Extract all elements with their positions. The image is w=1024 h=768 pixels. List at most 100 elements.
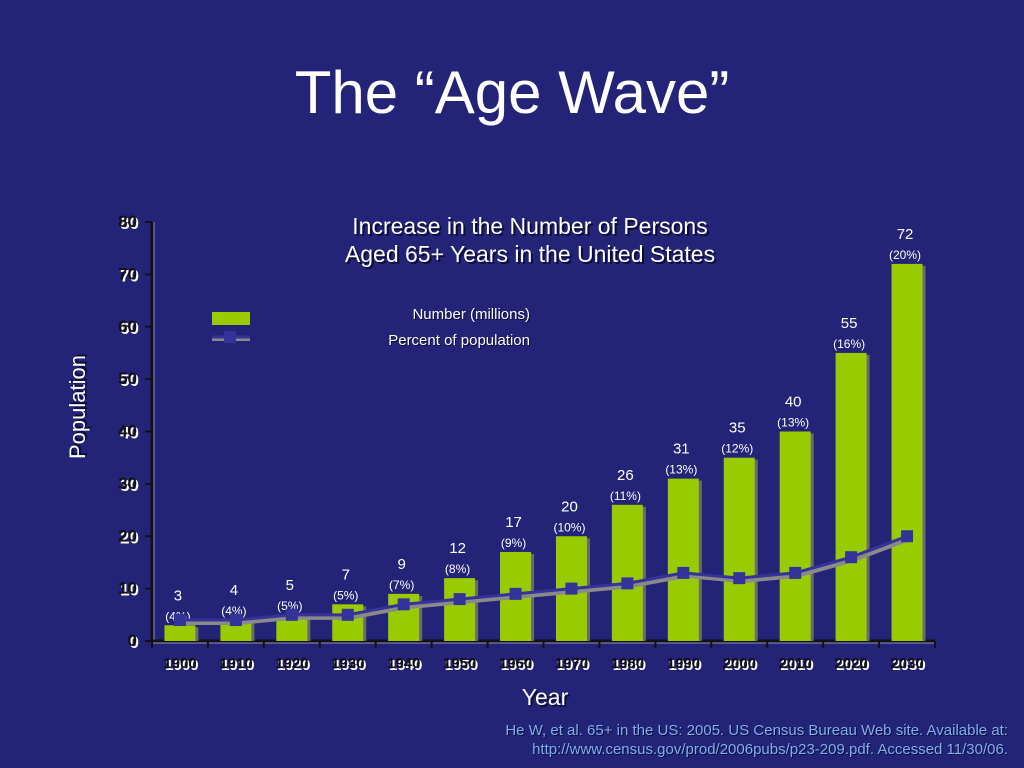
percent-label: (12%) xyxy=(721,442,753,456)
y-tick-label-shadow: 70 xyxy=(120,266,139,285)
y-tick-label-shadow: 80 xyxy=(120,214,139,233)
x-tick-label-shadow: 2000 xyxy=(725,657,758,674)
bar-value-label: 26 xyxy=(617,467,634,484)
bar xyxy=(835,352,867,641)
y-tick-label: 50 xyxy=(118,369,137,388)
percent-label: (10%) xyxy=(553,520,585,534)
x-tick-label-shadow: 1980 xyxy=(613,657,646,674)
chart-title-line-1: Increase in the Number of Persons xyxy=(352,213,708,239)
percent-line xyxy=(179,534,908,622)
y-tick-label: 20 xyxy=(118,526,137,545)
percent-marker xyxy=(621,577,634,590)
percent-label: (16%) xyxy=(833,337,865,351)
citation: He W, et al. 65+ in the US: 2005. US Cen… xyxy=(360,721,1008,759)
chart-title: Increase in the Number of Persons Aged 6… xyxy=(287,212,773,268)
legend-label-percent: Percent of population xyxy=(388,332,530,349)
x-tick-label: 2000 xyxy=(723,655,756,672)
x-axis-label: Year xyxy=(521,684,569,710)
percent-marker xyxy=(733,572,746,585)
chart-title-line-2: Aged 65+ Years in the United States xyxy=(344,241,716,267)
bar xyxy=(611,504,643,641)
x-tick-label-shadow: 1990 xyxy=(669,657,702,674)
x-tick-label: 1960 xyxy=(499,655,532,672)
bar-value-label: 40 xyxy=(785,394,802,411)
percent-marker xyxy=(677,566,690,579)
bar xyxy=(667,478,699,641)
bar xyxy=(164,625,196,641)
percent-label: (20%) xyxy=(889,248,921,262)
x-tick-label-shadow: 1900 xyxy=(165,657,198,674)
bar-value-label: 35 xyxy=(729,420,746,437)
bar-value-label: 9 xyxy=(398,556,406,573)
bar-value-label: 72 xyxy=(897,226,914,243)
bar xyxy=(444,578,476,641)
y-tick-label: 80 xyxy=(118,212,137,231)
x-tick-label: 1990 xyxy=(667,655,700,672)
y-tick-label-shadow: 50 xyxy=(120,371,139,390)
x-tick-label: 2010 xyxy=(778,655,811,672)
percent-line-shadow xyxy=(181,537,910,626)
x-tick-label: 1940 xyxy=(387,655,420,672)
x-tick-label-shadow: 1960 xyxy=(501,657,534,674)
slide-title: The “Age Wave” xyxy=(294,59,730,126)
y-tick-label: 10 xyxy=(118,579,137,598)
y-tick-label-shadow: 20 xyxy=(120,528,139,547)
percent-marker xyxy=(565,582,578,595)
citation-line-2: http://www.census.gov/prod/2006pubs/p23-… xyxy=(532,741,1008,758)
y-tick-label-shadow: 40 xyxy=(120,424,139,443)
x-tick-label: 1920 xyxy=(275,655,308,672)
y-tick-label: 60 xyxy=(118,317,137,336)
x-tick-label-shadow: 1940 xyxy=(389,657,422,674)
bar-value-label: 55 xyxy=(841,315,858,332)
citation-line-1: He W, et al. 65+ in the US: 2005. US Cen… xyxy=(505,722,1008,739)
x-tick-label-shadow: 2030 xyxy=(892,657,925,674)
bar-value-label: 5 xyxy=(286,577,294,594)
legend-marker-percent xyxy=(224,331,236,343)
x-tick-label-shadow: 2010 xyxy=(780,657,813,674)
percent-label: (9%) xyxy=(501,536,526,550)
y-tick-label: 70 xyxy=(118,264,137,283)
x-tick-label: 2020 xyxy=(834,655,867,672)
y-tick-label-shadow: 0 xyxy=(130,633,139,652)
y-tick-label: 30 xyxy=(118,474,137,493)
bar-value-label: 12 xyxy=(449,540,466,557)
bar-value-label: 31 xyxy=(673,441,690,458)
legend-label-number: Number (millions) xyxy=(412,306,530,323)
percent-label: (7%) xyxy=(389,578,414,592)
x-tick-label: 1980 xyxy=(611,655,644,672)
bar-value-label: 20 xyxy=(561,498,578,515)
x-tick-label-shadow: 1930 xyxy=(333,657,366,674)
percent-marker xyxy=(229,614,242,627)
percent-marker xyxy=(453,593,466,606)
bar xyxy=(779,431,811,641)
percent-marker xyxy=(901,530,914,543)
bar xyxy=(220,620,252,641)
bar-value-label: 7 xyxy=(342,566,350,583)
x-tick-label: 2030 xyxy=(890,655,923,672)
y-tick-label-shadow: 60 xyxy=(120,319,139,338)
x-tick-label: 1930 xyxy=(331,655,364,672)
x-tick-label: 1950 xyxy=(443,655,476,672)
x-tick-label: 1900 xyxy=(163,655,196,672)
bar-value-label: 17 xyxy=(505,514,522,531)
percent-marker xyxy=(845,551,858,564)
percent-marker xyxy=(285,608,298,621)
legend-swatch-number xyxy=(212,312,250,325)
bar-value-label: 3 xyxy=(174,587,182,604)
x-tick-label-shadow: 1920 xyxy=(277,657,310,674)
percent-marker xyxy=(509,587,522,600)
percent-marker xyxy=(789,566,802,579)
x-tick-label-shadow: 1950 xyxy=(445,657,478,674)
x-tick-label: 1970 xyxy=(555,655,588,672)
bar-value-label: 4 xyxy=(230,582,238,599)
percent-marker xyxy=(397,598,410,611)
x-tick-label-shadow: 1910 xyxy=(221,657,254,674)
y-tick-label: 40 xyxy=(118,422,137,441)
percent-label: (11%) xyxy=(610,489,641,503)
x-tick-label: 1910 xyxy=(219,655,252,672)
percent-marker xyxy=(341,608,354,621)
percent-label: (8%) xyxy=(445,562,470,576)
bar xyxy=(723,457,755,641)
y-tick-label-shadow: 10 xyxy=(120,581,139,600)
